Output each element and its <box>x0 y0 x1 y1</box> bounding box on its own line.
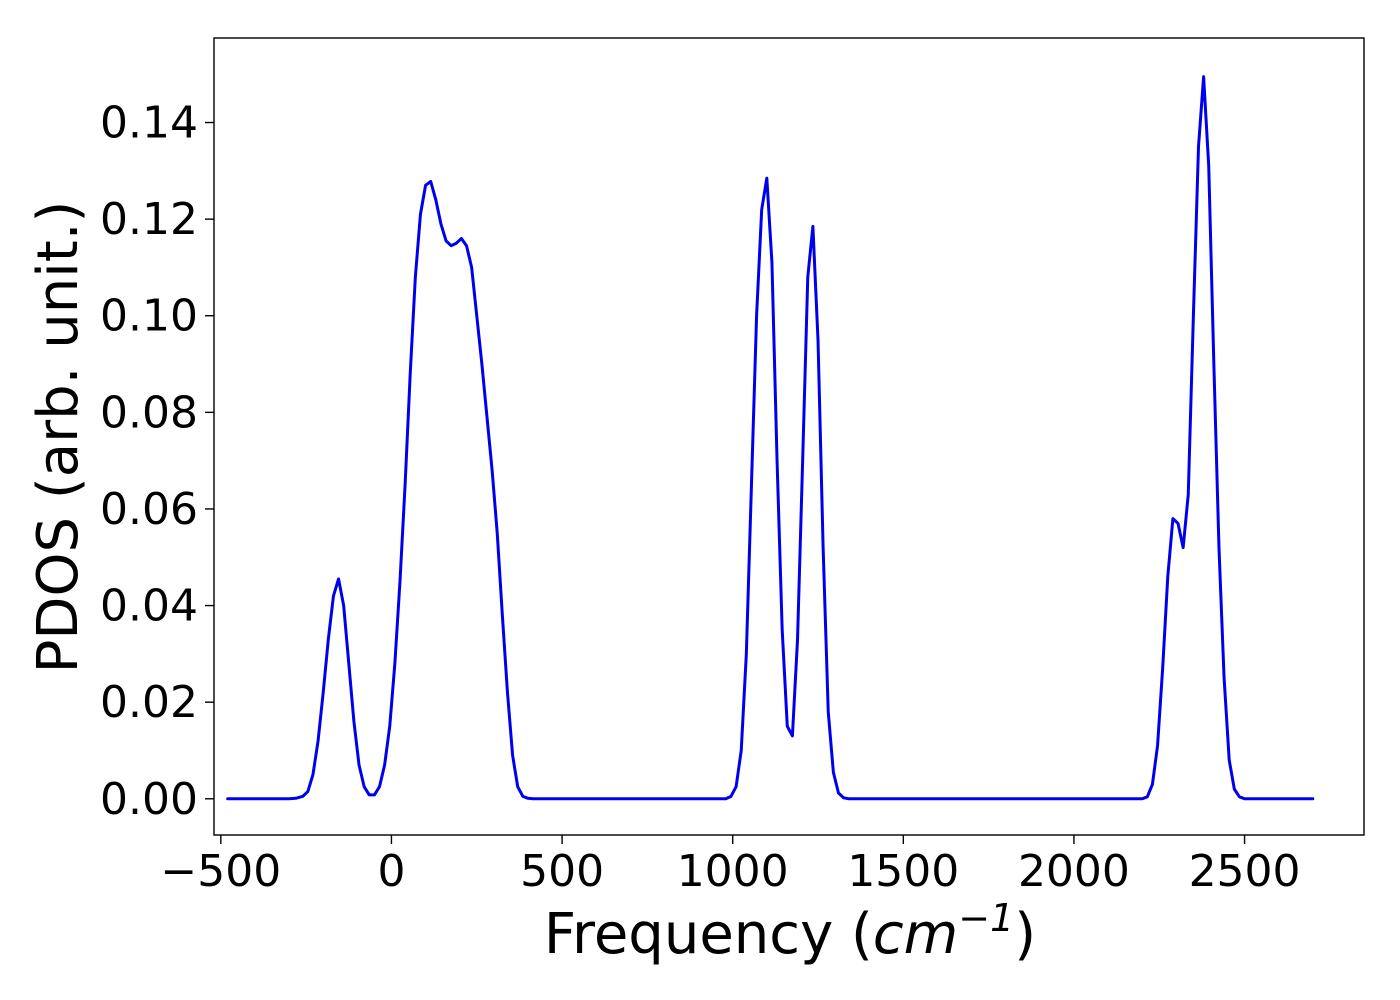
x-tick-label: 1000 <box>677 846 789 897</box>
x-axis-label-name: Frequency <box>544 902 833 967</box>
y-tick-label: 0.02 <box>100 677 198 728</box>
y-axis: 0.00 0.02 0.04 0.06 0.08 0.10 0.12 0.14 <box>100 98 214 825</box>
y-tick-label: 0.10 <box>100 291 198 342</box>
x-tick-label: 2500 <box>1189 846 1301 897</box>
x-tick-label: 2000 <box>1018 846 1130 897</box>
y-tick-label: 0.06 <box>100 484 198 535</box>
y-tick-label: 0.08 <box>100 387 198 438</box>
x-axis-label-open-paren: ( <box>833 902 873 967</box>
series-layer <box>226 75 1315 801</box>
x-tick-label: 500 <box>520 846 604 897</box>
x-axis-label-unit: cm <box>873 902 958 967</box>
x-tick-label: 0 <box>377 846 405 897</box>
x-axis-label: Frequency (cm−1) <box>544 896 1036 967</box>
x-axis-label-close-paren: ) <box>1014 902 1036 967</box>
x-tick-label: −500 <box>160 846 281 897</box>
y-axis-label: PDOS (arb. unit.) <box>26 201 91 674</box>
y-tick-label: 0.04 <box>100 581 198 632</box>
y-tick-label: 0.00 <box>100 774 198 825</box>
x-tick-label: 1500 <box>847 846 959 897</box>
x-axis-label-unit-exponent: −1 <box>958 896 1014 940</box>
plot-frame <box>213 37 1365 836</box>
y-tick-label: 0.12 <box>100 194 198 245</box>
y-tick-label: 0.14 <box>100 98 198 149</box>
pdos-series-line <box>226 75 1315 801</box>
x-axis: −500 0 500 1000 1500 2000 2500 <box>160 835 1301 897</box>
